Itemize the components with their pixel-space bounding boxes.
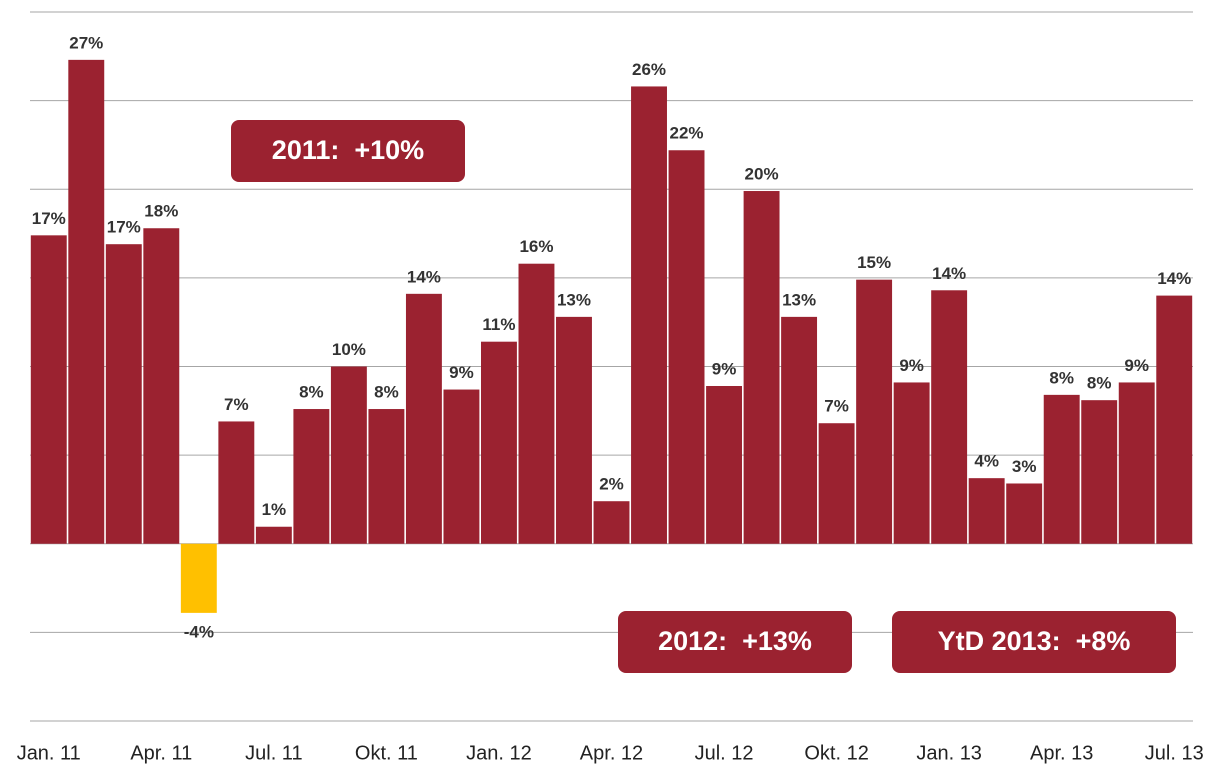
- data-label: 14%: [1157, 269, 1191, 288]
- bar: [293, 409, 330, 544]
- x-tick-label: Jan. 11: [17, 742, 81, 764]
- x-tick-label: Okt. 12: [804, 742, 868, 764]
- bar: [556, 316, 592, 544]
- bar: [405, 293, 442, 544]
- bar: [856, 279, 893, 544]
- bar: [593, 501, 630, 544]
- x-tick-label: Okt. 11: [355, 742, 418, 764]
- data-label: 22%: [670, 124, 704, 143]
- data-label: 27%: [69, 33, 103, 52]
- bar: [968, 478, 1005, 544]
- data-label: 13%: [557, 290, 591, 309]
- bar: [1043, 394, 1080, 544]
- data-label: 9%: [449, 363, 474, 382]
- data-label: 18%: [144, 202, 178, 221]
- annotation-text: 2012: +13%: [658, 626, 812, 656]
- data-label: 4%: [974, 452, 999, 471]
- bar: [1118, 382, 1155, 544]
- data-label: 14%: [932, 264, 966, 283]
- bar: [1156, 295, 1193, 544]
- bar: [30, 235, 67, 544]
- bar: [143, 228, 180, 544]
- data-label: 2%: [599, 475, 624, 494]
- x-tick-label: Jul. 13: [1145, 742, 1204, 764]
- bar: [218, 421, 255, 544]
- bar: [480, 341, 517, 544]
- annotation-text: YtD 2013: +8%: [938, 626, 1131, 656]
- labels: Jan. 11 17% 27% 17% Apr. 11 18% -4% 7% Jul. 11 1%…: [17, 33, 1204, 764]
- data-label: 9%: [1124, 356, 1149, 375]
- data-label: 10%: [332, 340, 366, 359]
- data-label: 20%: [745, 165, 779, 184]
- x-tick-label: Jul. 12: [695, 742, 754, 764]
- data-label: 16%: [519, 237, 553, 256]
- bar: [893, 382, 930, 544]
- bar: [781, 316, 818, 544]
- data-label: 9%: [899, 356, 924, 375]
- annotation: 2011: +10%: [231, 120, 465, 182]
- data-label: -4%: [184, 622, 214, 641]
- x-tick-label: Jan. 12: [466, 742, 532, 764]
- data-label: 7%: [224, 395, 249, 414]
- bar: [68, 59, 105, 544]
- annotation-box: [231, 120, 465, 182]
- data-label: 8%: [299, 383, 324, 402]
- data-label: 8%: [374, 383, 399, 402]
- data-label: 11%: [482, 315, 515, 334]
- data-label: 13%: [782, 290, 816, 309]
- bar: [1006, 483, 1043, 544]
- data-label: 26%: [632, 60, 666, 79]
- bar: [743, 191, 780, 544]
- data-label: 9%: [712, 359, 737, 378]
- bar: [368, 409, 405, 544]
- bar: [1081, 400, 1118, 544]
- bar: [255, 526, 292, 544]
- bar: [443, 389, 480, 544]
- data-label: 8%: [1049, 368, 1074, 387]
- x-tick-label: Jan. 13: [916, 742, 982, 764]
- x-tick-label: Jul. 11: [245, 742, 302, 764]
- annotation: YtD 2013: +8%: [892, 611, 1176, 673]
- data-label: 1%: [262, 500, 287, 519]
- bar: [668, 150, 705, 544]
- data-label: 8%: [1087, 374, 1112, 393]
- data-label: 15%: [857, 253, 891, 272]
- bar: [706, 385, 743, 544]
- x-tick-label: Apr. 13: [1030, 742, 1093, 764]
- bars: [30, 59, 1193, 613]
- x-tick-label: Apr. 12: [580, 742, 643, 764]
- annotation: 2012: +13%: [618, 611, 852, 673]
- data-label: 3%: [1012, 457, 1037, 476]
- data-label: 14%: [407, 267, 441, 286]
- bar: [518, 263, 555, 544]
- bar: [818, 423, 855, 544]
- annotation-box: [892, 611, 1176, 673]
- annotation-text: 2011: +10%: [272, 135, 424, 165]
- x-tick-label: Apr. 11: [130, 742, 192, 764]
- bar: [105, 244, 142, 544]
- annotation-box: [618, 611, 852, 673]
- data-label: 7%: [824, 397, 849, 416]
- data-label: 17%: [107, 218, 141, 237]
- data-label: 17%: [32, 209, 66, 228]
- bar: [931, 290, 968, 544]
- bar: [330, 366, 367, 544]
- bar: [180, 543, 217, 613]
- bar: [631, 86, 667, 544]
